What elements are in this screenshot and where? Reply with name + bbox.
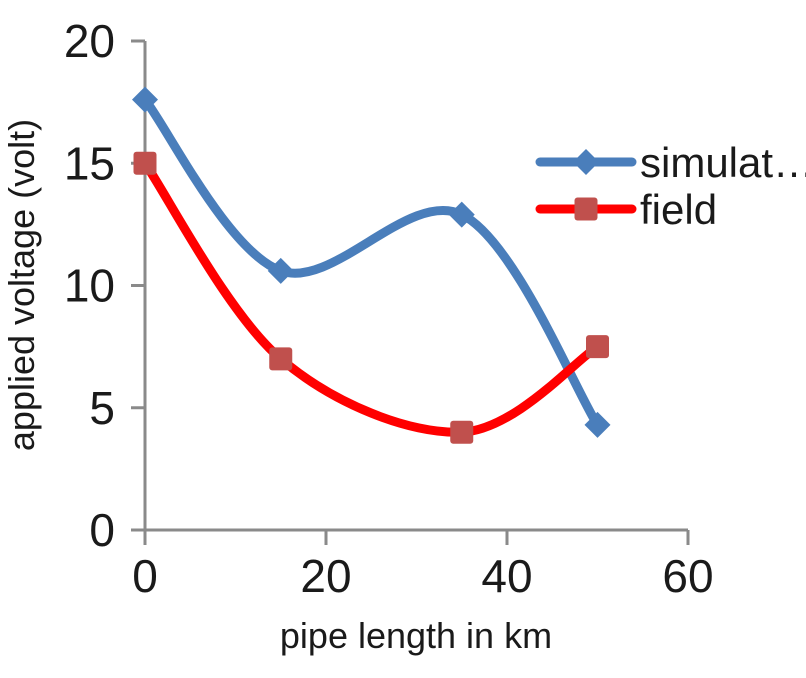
y-axis-title: applied voltage (volt) bbox=[1, 119, 42, 451]
y-tick-label: 5 bbox=[89, 382, 115, 434]
data-point-marker bbox=[133, 151, 157, 175]
legend-swatch-marker bbox=[573, 149, 599, 175]
legend-label: simulat… bbox=[640, 139, 806, 186]
x-axis: 0 20 40 60 bbox=[132, 528, 714, 602]
series-line bbox=[140, 95, 602, 430]
legend-item: field bbox=[535, 186, 717, 233]
series-field bbox=[133, 151, 609, 444]
data-point-marker bbox=[450, 420, 474, 444]
series-line bbox=[140, 158, 602, 437]
x-tick-label: 0 bbox=[132, 550, 158, 602]
x-tick-label: 40 bbox=[481, 550, 532, 602]
legend-item: simulat… bbox=[535, 139, 806, 186]
data-point-marker bbox=[132, 86, 158, 113]
y-tick-label: 15 bbox=[64, 137, 115, 189]
data-point-marker bbox=[586, 335, 609, 359]
series-simulated bbox=[132, 86, 611, 438]
x-tick-label: 20 bbox=[300, 550, 351, 602]
y-axis: 0 5 10 15 20 bbox=[64, 15, 147, 556]
x-tick-label: 60 bbox=[662, 550, 713, 602]
x-axis-title: pipe length in km bbox=[280, 615, 552, 656]
y-tick-label: 0 bbox=[89, 504, 115, 556]
data-point-marker bbox=[448, 201, 475, 228]
data-point-marker bbox=[584, 411, 611, 438]
legend-swatch-marker bbox=[574, 197, 598, 221]
data-point-marker bbox=[267, 257, 294, 284]
y-tick-label: 20 bbox=[64, 15, 115, 67]
y-tick-label: 10 bbox=[64, 260, 115, 312]
legend: simulat…field bbox=[535, 139, 806, 233]
data-point-marker bbox=[269, 347, 293, 371]
legend-label: field bbox=[640, 186, 717, 233]
